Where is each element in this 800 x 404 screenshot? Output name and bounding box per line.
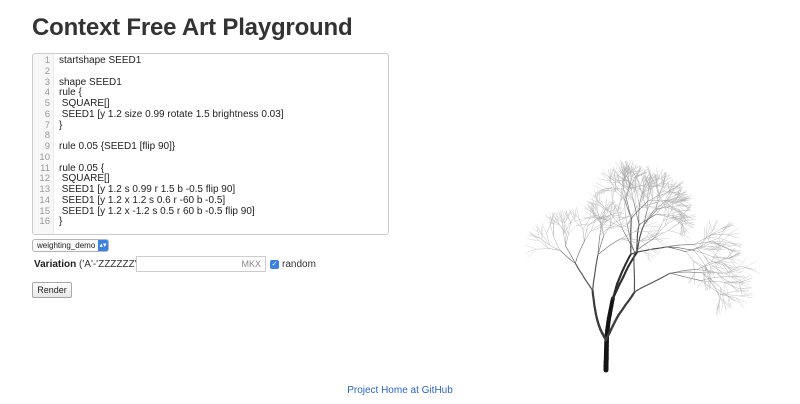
checkmark-icon: ✓ — [271, 261, 278, 268]
line-text[interactable]: rule 0.05 { — [59, 162, 105, 174]
code-line[interactable]: 10 — [33, 151, 388, 164]
variation-row: Variation ('A'-'ZZZZZZ') MKX ✓ random — [32, 256, 316, 274]
line-number: 2 — [44, 65, 50, 77]
code-line[interactable]: 2 — [33, 65, 388, 78]
line-number: 14 — [39, 194, 50, 206]
render-button[interactable]: Render — [32, 282, 72, 298]
line-number: 16 — [39, 216, 50, 228]
chevron-updown-icon: ▴▾ — [98, 240, 108, 251]
line-number: 10 — [39, 151, 50, 163]
line-number: 6 — [44, 108, 50, 120]
code-editor[interactable]: 1 startshape SEED1 2 3 shape SEED1 4 rule {5 S… — [32, 53, 389, 235]
code-line[interactable]: 15 SEED1 [y 1.2 x -1.2 s 0.5 r 60 b -0.5… — [33, 205, 388, 218]
code-line[interactable]: 1 startshape SEED1 — [33, 55, 388, 67]
line-number: 3 — [44, 76, 50, 88]
line-text[interactable]: shape SEED1 — [59, 76, 122, 88]
code-line[interactable]: 9 rule 0.05 {SEED1 [flip 90]} — [33, 141, 388, 153]
line-number: 5 — [44, 98, 50, 109]
code-lines[interactable]: 1 startshape SEED1 2 3 shape SEED1 4 rule {5 S… — [33, 55, 388, 228]
line-number: 1 — [44, 55, 50, 66]
code-line[interactable]: 12 SQUARE[] — [33, 173, 388, 185]
line-text[interactable]: SEED1 [y 1.2 x -1.2 s 0.5 r 60 b -0.5 fl… — [59, 205, 255, 217]
render-canvas — [524, 159, 760, 373]
code-line[interactable]: 7} — [33, 119, 388, 132]
code-line[interactable]: 3 shape SEED1 — [33, 76, 388, 89]
code-line[interactable]: 5 SQUARE[] — [33, 98, 388, 110]
line-text[interactable]: SEED1 [y 1.2 size 0.99 rotate 1.5 bright… — [59, 108, 284, 120]
line-number: 8 — [44, 130, 50, 142]
code-line[interactable]: 8 — [33, 130, 388, 142]
code-line[interactable]: 11 rule 0.05 { — [33, 162, 388, 175]
example-select[interactable]: weighting_demo ▴▾ — [32, 239, 109, 252]
line-number: 11 — [40, 162, 50, 174]
code-line[interactable]: 13 SEED1 [y 1.2 s 0.99 r 1.5 b -0.5 flip… — [33, 184, 388, 196]
line-text[interactable]: SEED1 [y 1.2 x 1.2 s 0.6 r -60 b -0.5] — [59, 194, 226, 206]
page-title: Context Free Art Playground — [32, 14, 353, 41]
line-number: 7 — [44, 119, 50, 131]
line-number: 12 — [39, 173, 50, 185]
code-line[interactable]: 6 SEED1 [y 1.2 size 0.99 rotate 1.5 brig… — [33, 108, 388, 121]
variation-label: Variation — [34, 259, 77, 270]
code-line[interactable]: 16} — [33, 216, 388, 228]
line-number: 9 — [44, 141, 50, 152]
line-number: 13 — [39, 184, 50, 195]
code-line[interactable]: 14 SEED1 [y 1.2 x 1.2 s 0.6 r -60 b -0.5… — [33, 194, 388, 207]
random-checkbox[interactable]: ✓ — [270, 260, 279, 269]
example-select-value: weighting_demo — [37, 241, 96, 250]
line-text[interactable]: SEED1 [y 1.2 s 0.99 r 1.5 b -0.5 flip 90… — [59, 184, 236, 195]
code-line[interactable]: 4 rule { — [33, 87, 388, 99]
line-number-gutter — [33, 54, 54, 234]
line-text[interactable]: SQUARE[] — [59, 173, 110, 185]
line-text[interactable]: startshape SEED1 — [59, 55, 142, 66]
line-text[interactable]: } — [59, 119, 63, 131]
line-text[interactable]: } — [59, 216, 63, 228]
line-number: 15 — [39, 205, 50, 217]
line-text[interactable]: SQUARE[] — [59, 98, 110, 109]
line-text[interactable]: rule { — [59, 87, 82, 99]
line-number: 4 — [44, 87, 50, 99]
line-text[interactable]: rule 0.05 {SEED1 [flip 90]} — [59, 141, 176, 152]
variation-input[interactable]: MKX — [136, 256, 266, 272]
project-home-link[interactable]: Project Home at GitHub — [347, 385, 453, 396]
random-label: random — [282, 259, 316, 270]
variation-hint: ('A'-'ZZZZZZ') — [79, 259, 140, 270]
